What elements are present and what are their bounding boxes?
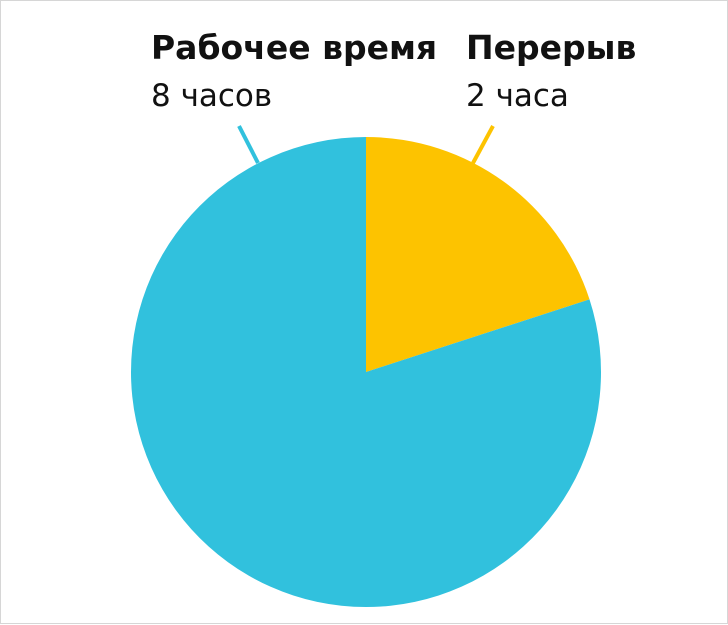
label-work-name: Рабочее время [151,28,437,67]
leader-line-break [471,125,495,164]
pie-slices [130,137,602,607]
pie-slice-work [130,137,602,607]
label-break-value: 2 часа [466,78,569,114]
label-break-name: Перерыв [466,28,636,67]
pie-slice-break [366,137,590,372]
leader-line-work [237,125,260,164]
label-work-value: 8 часов [151,78,272,114]
